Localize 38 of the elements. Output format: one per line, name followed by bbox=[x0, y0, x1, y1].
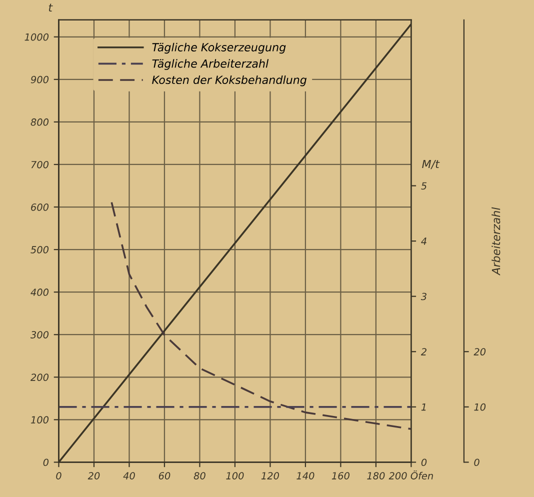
x-tick-label: 80 bbox=[194, 472, 206, 480]
y-tick-label: 900 bbox=[30, 76, 49, 84]
y3-tick-label: 0 bbox=[474, 458, 480, 466]
x-tick-label: 140 bbox=[296, 472, 314, 480]
x-tick-label: 120 bbox=[261, 472, 279, 480]
y-tick-label: 800 bbox=[30, 118, 49, 126]
y-tick-label: 200 bbox=[30, 374, 49, 381]
legend-label: Tägliche Kokserzeugung bbox=[152, 42, 286, 54]
x-tick-label: 20 bbox=[88, 472, 100, 480]
y3-tick-label: 20 bbox=[474, 348, 486, 356]
x-tick-label: 100 bbox=[226, 472, 244, 480]
y-tick-label: 1000 bbox=[24, 33, 49, 41]
y3-axis-title: Arbeiterzahl bbox=[492, 207, 500, 276]
y-tick-label: 400 bbox=[30, 288, 49, 296]
x-tick-label: 160 bbox=[332, 472, 350, 480]
x-tick-label: 60 bbox=[158, 472, 170, 480]
y2-tick-label: 5 bbox=[421, 182, 427, 190]
y-tick-label: 500 bbox=[30, 246, 49, 254]
y-tick-label: 100 bbox=[30, 416, 49, 424]
y-tick-label: 600 bbox=[31, 204, 49, 211]
y2-tick-label: 4 bbox=[421, 238, 426, 245]
y-tick-label: 300 bbox=[30, 331, 49, 338]
y-axis-title: t bbox=[48, 4, 53, 12]
y2-tick-label: 3 bbox=[420, 292, 426, 300]
x-tick-label: 40 bbox=[123, 472, 135, 480]
y2-axis-title: M/t bbox=[422, 160, 440, 170]
y2-tick-label: 2 bbox=[420, 348, 426, 356]
line-series bbox=[110, 201, 412, 430]
y2-tick-label: 1 bbox=[421, 404, 426, 411]
y-tick-label: 700 bbox=[31, 160, 49, 168]
y3-tick-label: 10 bbox=[474, 403, 486, 411]
x-tick-label: 200 Öfen bbox=[388, 470, 433, 480]
x-tick-label: 180 bbox=[367, 472, 385, 480]
x-tick-label: 0 bbox=[56, 472, 62, 480]
legend-label: Tägliche Arbeiterzahl bbox=[152, 59, 269, 70]
legend-label: Kosten der Koksbehandlung bbox=[152, 75, 307, 86]
y-tick-label: 0 bbox=[43, 458, 49, 466]
y2-tick-label: 0 bbox=[421, 458, 427, 466]
